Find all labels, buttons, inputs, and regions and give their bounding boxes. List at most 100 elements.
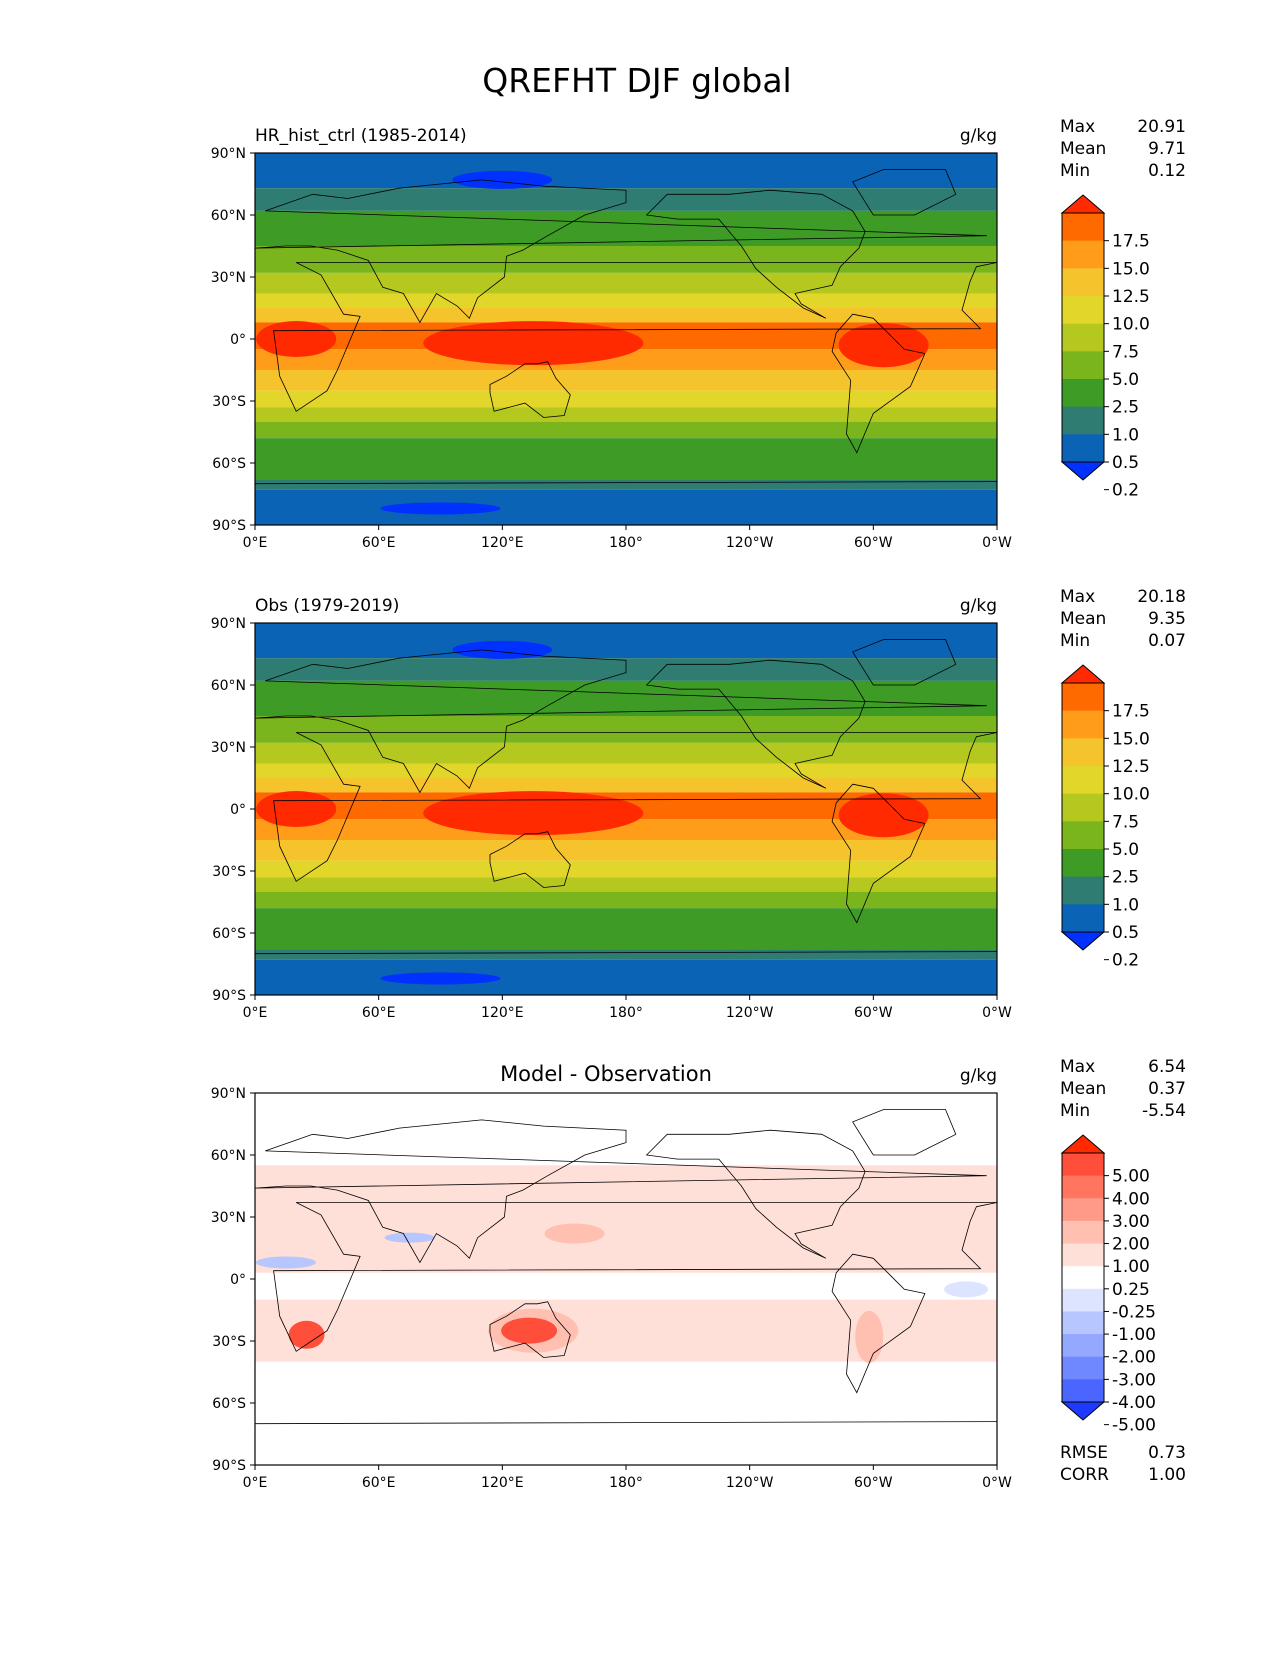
colorbar-segment xyxy=(1062,213,1104,242)
stat-label: Max xyxy=(1060,587,1095,607)
field-band xyxy=(255,210,997,246)
field-band xyxy=(255,370,997,391)
warm-pool xyxy=(838,323,929,368)
stat-value: 1.00 xyxy=(1148,1465,1186,1485)
x-tick-label: 60°W xyxy=(854,535,893,551)
warm-pool xyxy=(423,791,644,836)
y-tick-label: 30°S xyxy=(212,1334,246,1350)
stat-value: 20.91 xyxy=(1137,117,1186,137)
stat-value: 20.18 xyxy=(1137,587,1186,607)
figure-title: QREFHT DJF global xyxy=(482,61,791,100)
colorbar-segment xyxy=(1062,323,1104,352)
field-band xyxy=(255,438,997,480)
x-tick-label: 120°W xyxy=(726,535,774,551)
coastline xyxy=(645,189,866,319)
colorbar-label: 2.5 xyxy=(1112,398,1139,418)
colorbar-label: 2.00 xyxy=(1112,1235,1150,1255)
y-tick-label: 30°S xyxy=(212,864,246,880)
field-band xyxy=(255,840,997,861)
field-band xyxy=(255,908,997,950)
coastline xyxy=(489,1301,571,1358)
coastline xyxy=(255,481,997,485)
colorbar-extend-max xyxy=(1060,664,1106,684)
y-tick-label: 30°S xyxy=(212,394,246,410)
y-tick-label: 90°S xyxy=(212,1458,246,1474)
diff-anomaly xyxy=(288,1320,325,1349)
coastline xyxy=(852,169,957,216)
stat-label: Max xyxy=(1060,1057,1095,1077)
coastline xyxy=(852,639,957,686)
colorbar-label: 10.0 xyxy=(1112,315,1150,335)
coastline xyxy=(255,649,987,794)
x-tick-label: 60°E xyxy=(362,535,396,551)
y-tick-label: 90°N xyxy=(211,616,246,632)
y-tick-label: 60°S xyxy=(212,456,246,472)
dry-core xyxy=(380,502,501,515)
diff-anomaly xyxy=(255,1256,316,1269)
colorbar-frame xyxy=(1061,212,1105,463)
field-band xyxy=(255,390,997,408)
colorbar-label: -0.25 xyxy=(1112,1302,1156,1322)
x-tick-label: 60°E xyxy=(362,1475,396,1491)
y-tick-label: 60°N xyxy=(211,678,246,694)
map-field xyxy=(255,153,997,525)
field-band xyxy=(255,742,997,764)
stat-label: Min xyxy=(1060,631,1090,651)
y-tick-label: 90°N xyxy=(211,1086,246,1102)
panel-title: HR_hist_ctrl (1985-2014) xyxy=(255,126,467,146)
stat-value: 0.37 xyxy=(1148,1079,1186,1099)
colorbar-segment xyxy=(1062,351,1104,380)
map-field xyxy=(255,623,997,995)
field-band xyxy=(255,891,997,909)
field-band xyxy=(255,877,997,892)
diff-band xyxy=(255,1165,997,1362)
coastline xyxy=(831,313,926,454)
stat-value: 6.54 xyxy=(1148,1057,1186,1077)
field-band xyxy=(255,153,997,189)
colorbar-segment xyxy=(1062,434,1104,463)
stat-value: 0.12 xyxy=(1148,161,1186,181)
stat-label: Min xyxy=(1060,161,1090,181)
field-band xyxy=(255,308,997,323)
colorbar-extend-min xyxy=(1060,931,1106,951)
y-tick-label: 90°S xyxy=(212,988,246,1004)
panel-title: Obs (1979-2019) xyxy=(255,596,399,616)
map-field xyxy=(255,1093,997,1465)
x-tick-label: 0°E xyxy=(243,1005,268,1021)
stat-value: 0.73 xyxy=(1148,1443,1186,1463)
field-band xyxy=(255,479,997,490)
colorbar-segment xyxy=(1062,849,1104,878)
colorbar-label: 5.00 xyxy=(1112,1167,1150,1187)
warm-pool xyxy=(838,793,929,838)
colorbar-segment xyxy=(1062,1379,1104,1403)
colorbar-segment xyxy=(1062,1356,1104,1380)
dry-core xyxy=(380,972,501,985)
panel-units: g/kg xyxy=(960,126,997,146)
colorbar-label: 0.25 xyxy=(1112,1280,1150,1300)
coastline xyxy=(255,179,987,324)
field-band xyxy=(255,272,997,294)
colorbar-segment xyxy=(1062,1198,1104,1222)
colorbar-segment xyxy=(1062,793,1104,822)
y-tick-label: 60°N xyxy=(211,208,246,224)
panel-units: g/kg xyxy=(960,596,997,616)
diff-anomaly xyxy=(944,1281,989,1298)
panel-title: Model - Observation xyxy=(500,1062,712,1086)
colorbar-label: 1.0 xyxy=(1112,895,1139,915)
x-tick-label: 180° xyxy=(609,1475,643,1491)
coastline xyxy=(852,1109,957,1156)
field-band xyxy=(255,623,997,659)
field-band xyxy=(255,778,997,793)
stat-value: 0.07 xyxy=(1148,631,1186,651)
stat-label: RMSE xyxy=(1060,1443,1108,1463)
colorbar-segment xyxy=(1062,1153,1104,1177)
colorbar-segment xyxy=(1062,876,1104,905)
colorbar-label: 4.00 xyxy=(1112,1189,1150,1209)
field-band xyxy=(255,680,997,716)
colorbar-frame xyxy=(1061,682,1105,933)
colorbar-label: 12.5 xyxy=(1112,287,1150,307)
coastline xyxy=(489,361,571,418)
colorbar-segment xyxy=(1062,738,1104,767)
colorbar-segment xyxy=(1062,766,1104,795)
colorbar-label: 5.0 xyxy=(1112,840,1139,860)
